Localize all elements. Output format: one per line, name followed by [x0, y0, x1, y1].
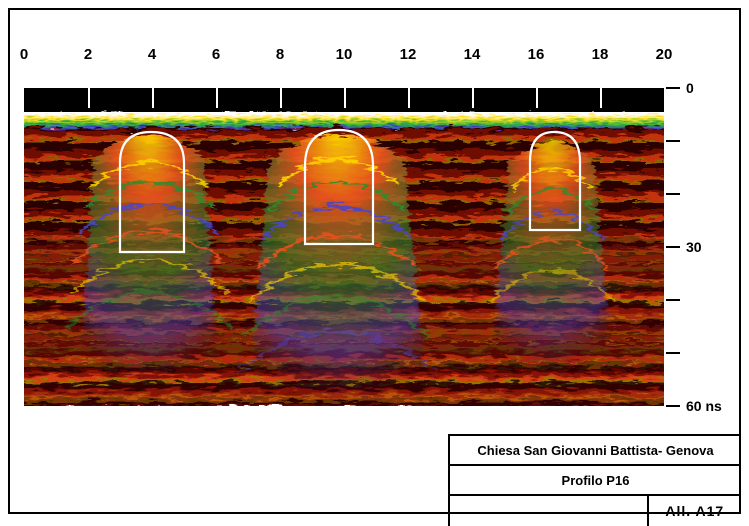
- x-tick-label: 10: [332, 46, 356, 63]
- x-tick-mark: [280, 88, 282, 108]
- y-tick-mark: [666, 246, 680, 248]
- x-tick-mark: [536, 88, 538, 108]
- x-tick-label: 18: [588, 46, 612, 63]
- x-tick-mark: [344, 88, 346, 108]
- x-tick-mark: [88, 88, 90, 108]
- y-tick-mark: [666, 405, 680, 407]
- radargram-svg: [24, 68, 664, 406]
- x-tick-label: 16: [524, 46, 548, 63]
- y-tick-mark-minor: [666, 140, 680, 142]
- title-block: Chiesa San Giovanni Battista- Genova Pro…: [448, 434, 741, 526]
- x-tick-label: 8: [268, 46, 292, 63]
- x-tick-label: 6: [204, 46, 228, 63]
- x-tick-label: 0: [12, 46, 36, 63]
- y-tick-label: 60 ns: [686, 398, 722, 414]
- x-tick-mark: [408, 88, 410, 108]
- profile-label: Profilo P16: [450, 473, 741, 488]
- x-tick-label: 20: [652, 46, 676, 63]
- x-tick-label: 14: [460, 46, 484, 63]
- y-tick-mark-minor: [666, 352, 680, 354]
- x-tick-mark: [472, 88, 474, 108]
- figure-frame: 0 2 4 6 8 10 12 14 16 18 20 0 30 60 ns Chiesa San Gi…: [8, 8, 741, 514]
- site-title: Chiesa San Giovanni Battista- Genova: [450, 443, 741, 458]
- y-tick-label: 30: [686, 239, 702, 255]
- x-tick-mark: [216, 88, 218, 108]
- radargram-plot: [24, 68, 664, 406]
- x-tick-label: 4: [140, 46, 164, 63]
- title-row: Chiesa San Giovanni Battista- Genova: [450, 436, 741, 466]
- x-tick-mark: [152, 88, 154, 108]
- x-tick-mark: [600, 88, 602, 108]
- y-tick-mark-minor: [666, 193, 680, 195]
- profile-row: Profilo P16: [450, 466, 741, 496]
- annex-label: All. A17: [649, 503, 741, 519]
- y-tick-label: 0: [686, 80, 694, 96]
- y-tick-mark-minor: [666, 299, 680, 301]
- y-tick-mark: [666, 87, 680, 89]
- x-tick-label: 2: [76, 46, 100, 63]
- x-tick-label: 12: [396, 46, 420, 63]
